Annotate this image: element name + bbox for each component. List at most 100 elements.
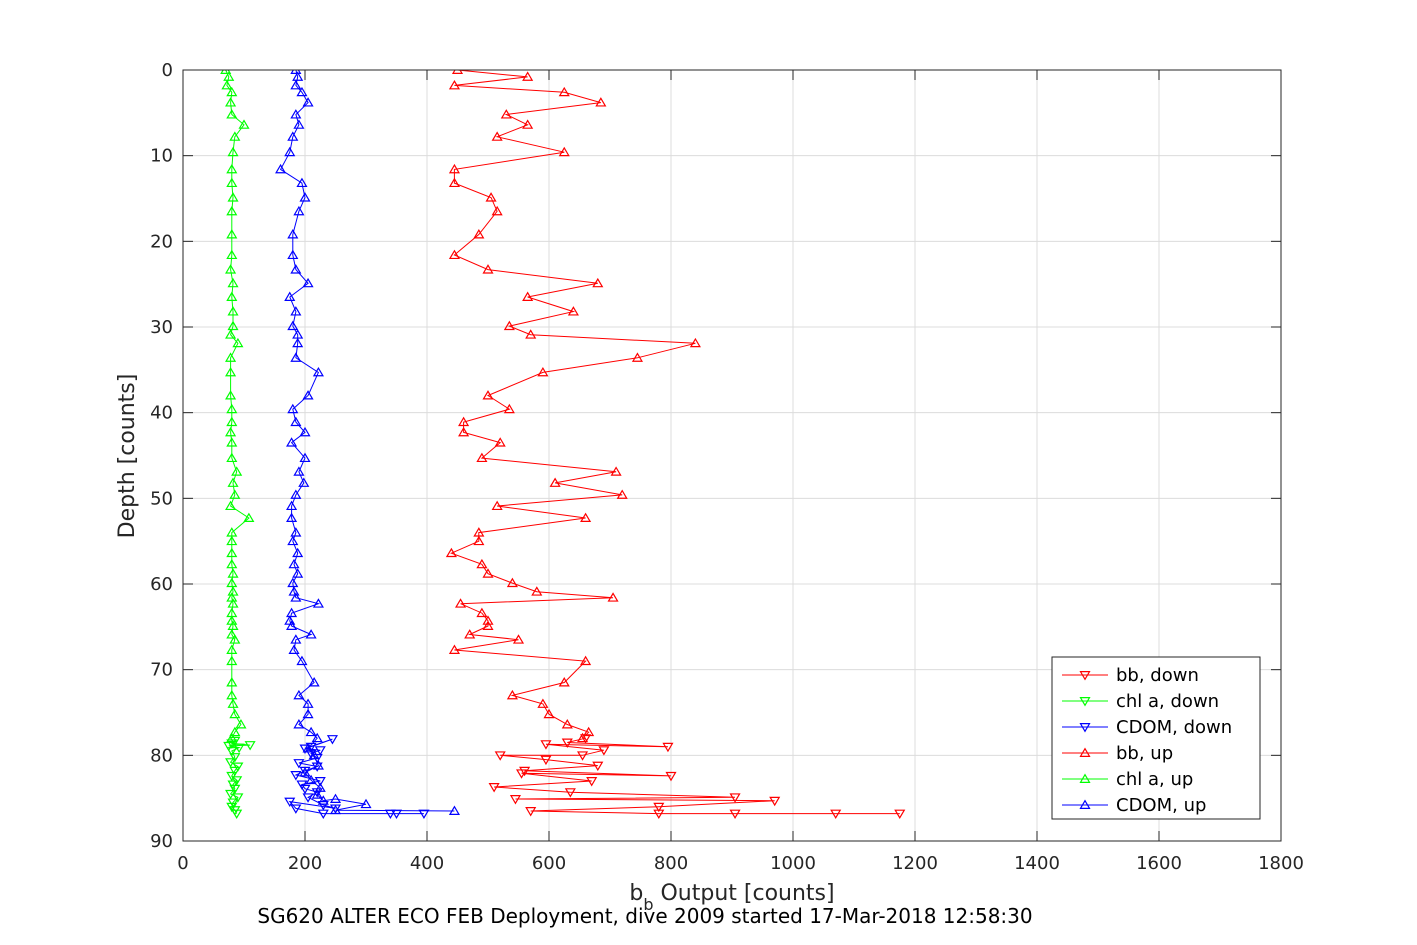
data-point-bb-down (894, 809, 906, 820)
data-point-bb-down (662, 742, 674, 753)
data-point-cdom-up (290, 416, 302, 427)
data-point-bb-down (729, 793, 741, 803)
data-point-chl-a-down (225, 789, 237, 800)
y-tick-label: 10 (150, 146, 173, 167)
data-point-bb-up (476, 607, 488, 618)
data-point-bb-down (653, 802, 665, 813)
x-tick-label: 0 (177, 853, 188, 874)
data-point-bb-up (549, 477, 561, 487)
data-point-cdom-up (288, 558, 300, 569)
data-point-bb-up (537, 366, 549, 377)
legend-item: CDOM, up (1062, 795, 1206, 816)
data-point-chl-a-up (225, 390, 237, 400)
data-point-bb-up (500, 109, 512, 119)
data-point-bb-up (448, 249, 460, 260)
legend-label: chl a, down (1116, 691, 1219, 712)
axes: 0 200 400 600 800 1000 1200 1400 1600 1800 0 10 20 30… (150, 60, 1304, 874)
data-point-bb-down (494, 751, 506, 761)
series-bb-down (488, 734, 906, 820)
legend-label: CDOM, up (1116, 795, 1206, 816)
data-point-cdom-up (312, 366, 324, 377)
data-point-cdom-up (288, 644, 300, 654)
data-point-bb-down (525, 807, 537, 817)
x-tick-label: 1400 (1014, 853, 1060, 874)
data-point-chl-a-up (227, 598, 239, 608)
legend-item: bb, down (1062, 665, 1199, 686)
data-point-bb-down (564, 788, 576, 798)
data-point-chl-a-up (226, 577, 238, 588)
data-point-chl-a-down (232, 762, 244, 772)
legend-item: CDOM, down (1062, 717, 1232, 738)
data-point-bb-up (473, 535, 485, 546)
data-point-cdom-up (290, 109, 302, 119)
legend-box (1051, 656, 1261, 820)
data-point-cdom-up (286, 512, 298, 523)
data-point-cdom-down (299, 784, 311, 795)
data-point-bb-up (522, 71, 534, 81)
data-point-chl-a-up (226, 437, 238, 447)
data-point-bb-up (592, 277, 604, 288)
data-point-cdom-up (296, 655, 308, 666)
data-point-cdom-up (302, 390, 314, 400)
data-point-cdom-down (326, 735, 338, 745)
x-axis-label-main: b (629, 881, 643, 906)
data-point-chl-a-up (235, 719, 247, 729)
data-point-cdom-up (290, 264, 302, 274)
data-point-bb-up (491, 500, 503, 511)
data-point-cdom-up (293, 466, 305, 476)
data-point-chl-a-up (226, 205, 238, 216)
data-point-chl-a-up (225, 264, 237, 274)
data-point-bb-down (509, 795, 521, 805)
legend-marker (1079, 671, 1091, 681)
data-point-cdom-up (287, 229, 299, 239)
data-point-chl-a-up (226, 547, 238, 558)
data-point-cdom-up (293, 205, 305, 216)
y-tick-label: 60 (150, 574, 173, 595)
data-point-bb-up (689, 337, 701, 348)
data-point-cdom-up (287, 535, 299, 546)
data-point-chl-a-up (220, 70, 232, 74)
legend-item: chl a, down (1062, 691, 1219, 712)
legend-marker (1079, 799, 1091, 809)
legend-marker (1079, 723, 1091, 733)
data-point-bb-up (525, 329, 537, 339)
data-point-cdom-up (329, 793, 342, 803)
data-point-bb-up (567, 306, 579, 316)
y-tick-label: 50 (150, 488, 173, 509)
data-point-chl-a-up (226, 249, 238, 260)
data-point-cdom-up (296, 177, 308, 188)
data-point-bb-up (631, 352, 643, 362)
y-tick-label: 0 (162, 60, 173, 81)
data-point-cdom-down (290, 771, 302, 781)
x-tick-label: 800 (654, 853, 688, 874)
data-point-bb-up (491, 131, 503, 141)
series-chl-a-up (220, 70, 255, 743)
data-point-bb-up (482, 568, 494, 578)
y-tick-label: 80 (150, 745, 173, 766)
data-point-bb-up (512, 634, 525, 644)
data-point-bb-down (577, 751, 589, 761)
data-point-chl-a-up (227, 306, 239, 316)
data-point-cdom-up (299, 452, 311, 463)
data-point-bb-up (610, 466, 622, 476)
data-point-bb-up (473, 229, 485, 239)
legend-item: bb, up (1062, 743, 1173, 764)
data-point-cdom-up (305, 726, 317, 737)
series-bb-up (445, 70, 701, 743)
data-point-chl-a-up (223, 71, 235, 81)
legend-label: CDOM, down (1116, 717, 1232, 738)
data-point-cdom-up (286, 607, 298, 618)
data-point-cdom-up (299, 426, 311, 437)
data-point-chl-a-up (226, 689, 238, 700)
x-tick-label: 400 (410, 853, 444, 874)
data-point-cdom-up (287, 249, 299, 260)
data-point-chl-a-up (231, 466, 243, 476)
data-point-cdom-up (302, 277, 314, 288)
data-point-cdom-up (292, 547, 304, 558)
legend-label: bb, down (1116, 665, 1199, 686)
data-point-chl-a-up (225, 366, 237, 377)
data-point-chl-a-up (226, 86, 238, 97)
data-point-cdom-up (290, 592, 302, 602)
data-point-cdom-up (299, 192, 311, 202)
data-point-cdom-up (290, 70, 302, 74)
